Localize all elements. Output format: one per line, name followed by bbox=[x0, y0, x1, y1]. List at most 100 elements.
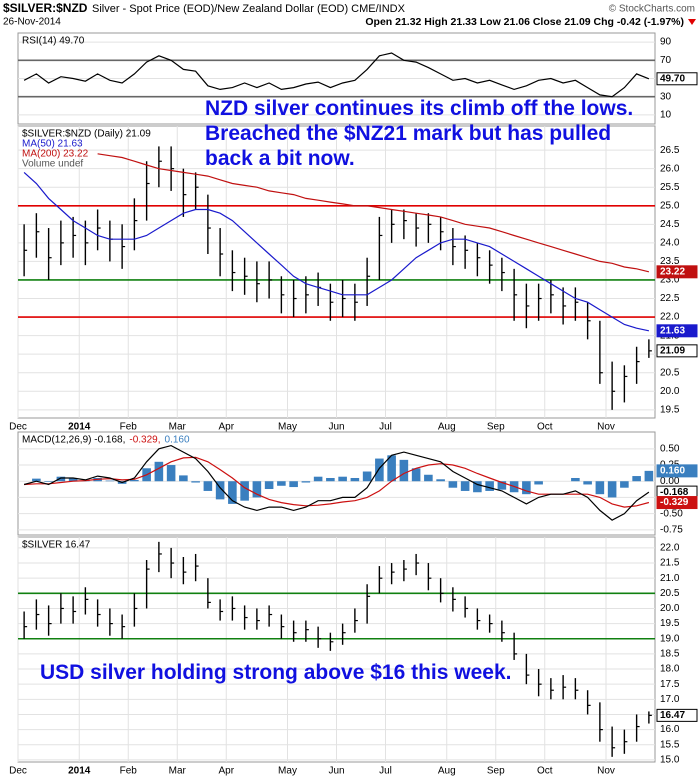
histogram-bar bbox=[375, 458, 384, 482]
value-tag-label: -0.329 bbox=[660, 497, 689, 508]
legend-entry: RSI(14) 49.70 bbox=[22, 36, 85, 47]
legend-title: $SILVER 16.47 bbox=[22, 540, 91, 551]
histogram-bar bbox=[350, 477, 360, 482]
copyright: © StockCharts.com bbox=[609, 4, 695, 15]
y-tick-label: 15.5 bbox=[660, 739, 680, 750]
histogram-bar bbox=[44, 481, 53, 482]
down-arrow bbox=[688, 19, 696, 25]
y-tick-label: 17.5 bbox=[660, 679, 680, 690]
y-tick-label: 19.5 bbox=[660, 618, 680, 629]
histogram-bar bbox=[240, 481, 249, 501]
value-tag-label: 49.70 bbox=[660, 73, 685, 84]
legend-entry: Volume undef bbox=[22, 159, 83, 170]
legend-entry: MA(200) 23.22 bbox=[22, 149, 89, 160]
histogram-bar bbox=[473, 481, 482, 493]
y-tick-label: 24.5 bbox=[660, 219, 680, 230]
date: 26-Nov-2014 bbox=[3, 17, 61, 28]
value-tag-label: 0.160 bbox=[660, 466, 685, 477]
y-tick-label: 0.50 bbox=[660, 443, 680, 454]
ohlc-summary: Open 21.32 High 21.33 Low 21.06 Close 21… bbox=[365, 16, 684, 28]
histogram-bar bbox=[583, 481, 592, 485]
y-tick-label: 26.5 bbox=[660, 145, 680, 156]
value-tag bbox=[656, 708, 698, 722]
x-tick-label: Mar bbox=[169, 766, 187, 777]
histogram-bar bbox=[534, 481, 543, 485]
y-tick-label: 19.5 bbox=[660, 404, 680, 415]
x-tick-label: 2014 bbox=[68, 422, 91, 433]
y-tick-label: 16.0 bbox=[660, 724, 680, 735]
histogram-bar bbox=[154, 461, 164, 482]
y-tick-label: 22.0 bbox=[660, 312, 680, 323]
legend-entry: MA(50) 21.63 bbox=[22, 139, 83, 150]
histogram-bar bbox=[68, 477, 78, 482]
histogram-bar bbox=[215, 481, 225, 500]
x-tick-label: Dec bbox=[9, 766, 27, 777]
x-tick-label: May bbox=[278, 766, 297, 777]
x-tick-label: Nov bbox=[597, 766, 615, 777]
y-tick-label: 10 bbox=[660, 110, 672, 121]
histogram-bar bbox=[607, 481, 617, 498]
x-tick-label: Sep bbox=[487, 422, 505, 433]
series-line bbox=[97, 153, 650, 273]
histogram-bar bbox=[424, 474, 433, 482]
y-tick-label: -0.50 bbox=[660, 508, 683, 519]
value-tag-label: 23.22 bbox=[660, 266, 685, 277]
histogram-bar bbox=[313, 476, 323, 482]
y-tick-label: 20.0 bbox=[660, 386, 680, 397]
description: Silver - Spot Price (EOD)/New Zealand Do… bbox=[92, 3, 406, 15]
x-tick-label: Sep bbox=[487, 766, 505, 777]
value-tag-label: 16.47 bbox=[660, 710, 685, 721]
histogram-bar bbox=[264, 481, 274, 490]
legend-entry: -0.329, bbox=[129, 435, 160, 446]
x-tick-label: Feb bbox=[120, 766, 138, 777]
histogram-bar bbox=[252, 481, 262, 498]
histogram-bar bbox=[571, 477, 580, 482]
x-tick-label: Apr bbox=[218, 766, 234, 777]
x-tick-label: Jun bbox=[328, 766, 344, 777]
legend-title: $SILVER:$NZD (Daily) 21.09 bbox=[22, 129, 151, 140]
value-tag bbox=[656, 324, 698, 338]
y-tick-label: 25.5 bbox=[660, 182, 680, 193]
x-tick-label: Dec bbox=[9, 422, 27, 433]
histogram-bar bbox=[436, 479, 445, 482]
x-tick-label: May bbox=[278, 422, 297, 433]
value-tag bbox=[656, 464, 698, 478]
x-tick-label: 2014 bbox=[68, 766, 91, 777]
value-tag bbox=[656, 496, 698, 510]
value-tag-label: -0.168 bbox=[660, 487, 689, 498]
x-tick-label: Nov bbox=[597, 422, 615, 433]
histogram-bar bbox=[179, 475, 188, 482]
value-tag bbox=[656, 344, 698, 358]
histogram-bar bbox=[228, 481, 237, 504]
histogram-bar bbox=[460, 481, 470, 491]
histogram-bar bbox=[522, 481, 531, 495]
histogram-bar bbox=[362, 471, 372, 482]
value-tag bbox=[656, 72, 698, 86]
y-tick-label: 15.0 bbox=[660, 755, 680, 766]
histogram-bar bbox=[644, 470, 654, 482]
histogram-bar bbox=[338, 476, 347, 482]
x-tick-label: Aug bbox=[438, 422, 456, 433]
x-tick-label: Oct bbox=[537, 422, 553, 433]
histogram-bar bbox=[387, 455, 396, 482]
legend-entry: MACD(12,26,9) -0.168, bbox=[22, 435, 125, 446]
y-tick-label: 21.0 bbox=[660, 573, 680, 584]
y-tick-label: 21.5 bbox=[660, 558, 680, 569]
value-tag bbox=[656, 265, 698, 279]
histogram-bar bbox=[399, 459, 409, 482]
y-tick-label: 24.0 bbox=[660, 238, 680, 249]
histogram-bar bbox=[620, 481, 629, 488]
series-line bbox=[23, 171, 650, 332]
y-tick-label: 18.0 bbox=[660, 664, 680, 675]
x-tick-label: Apr bbox=[218, 422, 234, 433]
histogram-bar bbox=[277, 481, 286, 486]
symbol: $SILVER:$NZD bbox=[3, 1, 88, 15]
histogram-bar bbox=[448, 481, 458, 488]
histogram-bar bbox=[130, 479, 139, 482]
y-tick-label: 23.0 bbox=[660, 275, 680, 286]
x-tick-label: Aug bbox=[438, 766, 456, 777]
x-tick-label: Mar bbox=[169, 422, 187, 433]
y-tick-label: 17.0 bbox=[660, 694, 680, 705]
histogram-bar bbox=[191, 481, 200, 483]
y-tick-label: 20.5 bbox=[660, 367, 680, 378]
